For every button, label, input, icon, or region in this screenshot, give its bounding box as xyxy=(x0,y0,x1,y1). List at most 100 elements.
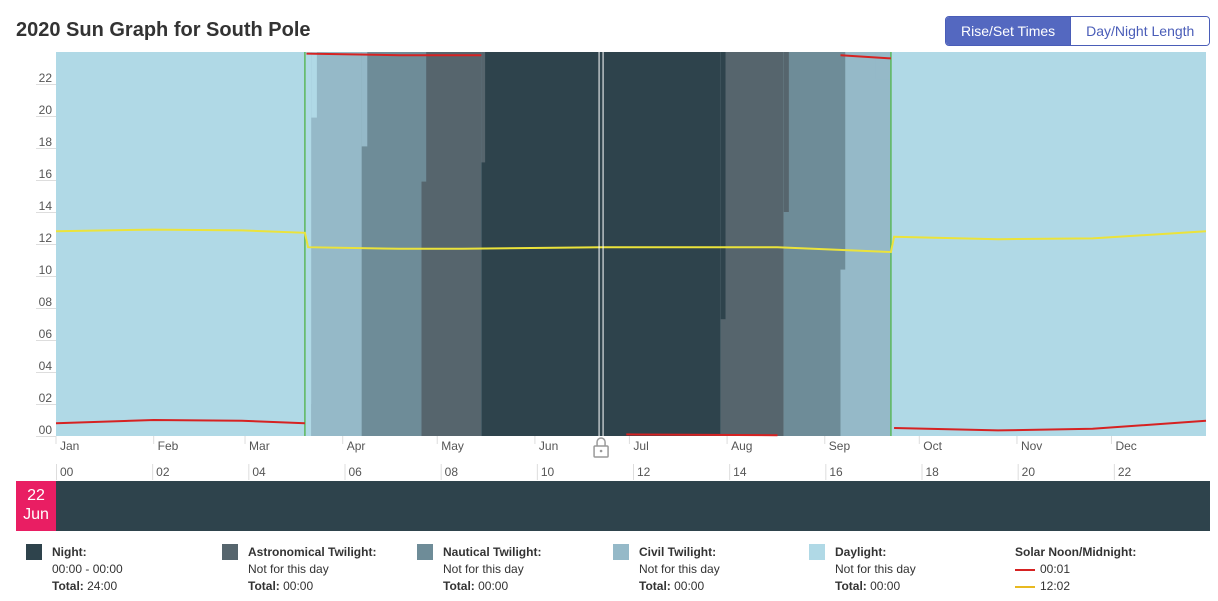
day-night-length-button[interactable]: Day/Night Length xyxy=(1070,17,1210,45)
legend-daylight-title: Daylight: xyxy=(835,545,887,559)
nautical-swatch xyxy=(417,544,433,560)
lock-icon-keyhole xyxy=(599,449,603,453)
month-label-aug: Aug xyxy=(731,439,752,453)
legend-night-title: Night: xyxy=(52,545,87,559)
month-label-nov: Nov xyxy=(1021,439,1042,453)
hour-tick-label-06: 06 xyxy=(349,465,363,479)
period-band-astronomical-5 xyxy=(720,52,784,436)
period-band-daylight-0 xyxy=(56,52,312,436)
legend-civil-title: Civil Twilight: xyxy=(639,545,717,559)
hour-tick-label-00: 00 xyxy=(60,465,74,479)
legend-civil-total-label: Total: xyxy=(639,579,671,593)
hour-tick-label-20: 20 xyxy=(1022,465,1036,479)
page-title: 2020 Sun Graph for South Pole xyxy=(16,19,311,41)
civil-swatch xyxy=(613,544,629,560)
hour-tick-label-08: 08 xyxy=(445,465,459,479)
period-band-nautical-6 xyxy=(783,52,841,436)
solar-midnight-line-3 xyxy=(840,54,891,60)
band-step-1 xyxy=(361,52,368,147)
month-label-dec: Dec xyxy=(1115,439,1136,453)
month-label-jun: Jun xyxy=(539,439,558,453)
lock-icon-body xyxy=(593,445,609,458)
legend-solar-midnight: 00:01 xyxy=(1015,561,1136,578)
lock-icon xyxy=(593,437,609,458)
legend-solar-title: Solar Noon/Midnight: xyxy=(1015,545,1137,559)
month-label-mar: Mar xyxy=(249,439,270,453)
legend-night-total: 24:00 xyxy=(87,579,118,593)
legend-daylight-total-label: Total: xyxy=(835,579,867,593)
y-tick-label-14: 14 xyxy=(39,199,53,213)
hour-tick-label-02: 02 xyxy=(156,465,170,479)
legend-nautical-total-label: Total: xyxy=(443,579,475,593)
legend-night-times: 00:00 - 00:00 xyxy=(52,562,123,576)
y-tick-label-20: 20 xyxy=(39,103,53,117)
solar-noon-line-0 xyxy=(55,228,1207,254)
solar-midnight-line-1 xyxy=(306,52,482,57)
legend-nautical-total: 00:00 xyxy=(478,579,509,593)
y-tick-label-06: 06 xyxy=(39,327,53,341)
legend-astronomical-total-label: Total: xyxy=(248,579,280,593)
daylight-swatch xyxy=(809,544,825,560)
period-band-civil-1 xyxy=(311,52,362,436)
month-label-jul: Jul xyxy=(633,439,648,453)
period-band-astronomical-3 xyxy=(421,52,482,436)
legend-daylight-times: Not for this day xyxy=(835,562,916,576)
legend-civil-times: Not for this day xyxy=(639,562,720,576)
band-step-4 xyxy=(720,52,726,320)
month-label-sep: Sep xyxy=(829,439,851,453)
band-step-notch xyxy=(311,404,315,436)
astronomical-swatch xyxy=(222,544,238,560)
day-timeline-strip[interactable] xyxy=(56,481,1210,531)
selected-date-month: Jun xyxy=(23,506,49,523)
selected-date-badge: 22 Jun xyxy=(16,481,56,531)
legend-night-total-label: Total: xyxy=(52,579,84,593)
view-toggle: Rise/Set Times Day/Night Length xyxy=(945,16,1211,46)
sun-graph-chart[interactable]: 00 02 04 06 08 10 12 14 16 18 20 22 Jan Feb Mar Apr May J… xyxy=(0,0,1218,480)
legend-daylight-total: 00:00 xyxy=(870,579,901,593)
period-band-daylight-8 xyxy=(890,52,1206,436)
legend-astronomical-times: Not for this day xyxy=(248,562,329,576)
legend-astronomical-title: Astronomical Twilight: xyxy=(248,545,377,559)
hour-tick-label-12: 12 xyxy=(637,465,651,479)
y-tick-label-12: 12 xyxy=(39,231,53,245)
hour-tick-label-04: 04 xyxy=(252,465,266,479)
solar-noon-value: 12:02 xyxy=(1040,579,1071,593)
band-step-3 xyxy=(481,52,486,163)
y-tick-label-16: 16 xyxy=(39,167,53,181)
midnight-line-swatch xyxy=(1015,569,1035,571)
legend-nautical-times: Not for this day xyxy=(443,562,524,576)
legend-solar-noon: 12:02 xyxy=(1015,578,1136,595)
solar-midnight-line-0 xyxy=(55,418,305,425)
solar-midnight-line-2 xyxy=(626,433,778,437)
legend: Night: 00:00 - 00:00 Total: 24:00 Astron… xyxy=(26,544,1216,600)
period-band-night-4 xyxy=(481,52,721,436)
band-step-7 xyxy=(875,52,891,80)
month-label-apr: Apr xyxy=(347,439,366,453)
legend-astronomical-total: 00:00 xyxy=(283,579,314,593)
month-label-may: May xyxy=(441,439,464,453)
solar-midnight-value: 00:01 xyxy=(1040,562,1071,576)
band-step-5 xyxy=(783,52,789,212)
y-tick-label-22: 22 xyxy=(39,71,53,85)
month-label-jan: Jan xyxy=(60,439,79,453)
band-step-2 xyxy=(421,52,427,182)
y-tick-label-08: 08 xyxy=(39,295,53,309)
y-tick-label-00: 00 xyxy=(39,423,53,437)
lock-icon-shackle xyxy=(596,437,606,446)
month-label-feb: Feb xyxy=(158,439,179,453)
period-band-nautical-2 xyxy=(361,52,422,436)
y-tick-label-02: 02 xyxy=(39,391,53,405)
night-swatch xyxy=(26,544,42,560)
hour-tick-label-22: 22 xyxy=(1118,465,1132,479)
hour-tick-label-16: 16 xyxy=(829,465,843,479)
month-label-oct: Oct xyxy=(923,439,942,453)
selected-date-day: 22 xyxy=(27,487,45,504)
rise-set-times-button[interactable]: Rise/Set Times xyxy=(946,17,1071,45)
legend-nautical-title: Nautical Twilight: xyxy=(443,545,542,559)
period-band-civil-7 xyxy=(840,52,891,436)
legend-civil-total: 00:00 xyxy=(674,579,705,593)
hour-tick-label-14: 14 xyxy=(733,465,747,479)
y-tick-label-18: 18 xyxy=(39,135,53,149)
hour-tick-label-18: 18 xyxy=(926,465,940,479)
noon-line-swatch xyxy=(1015,586,1035,588)
